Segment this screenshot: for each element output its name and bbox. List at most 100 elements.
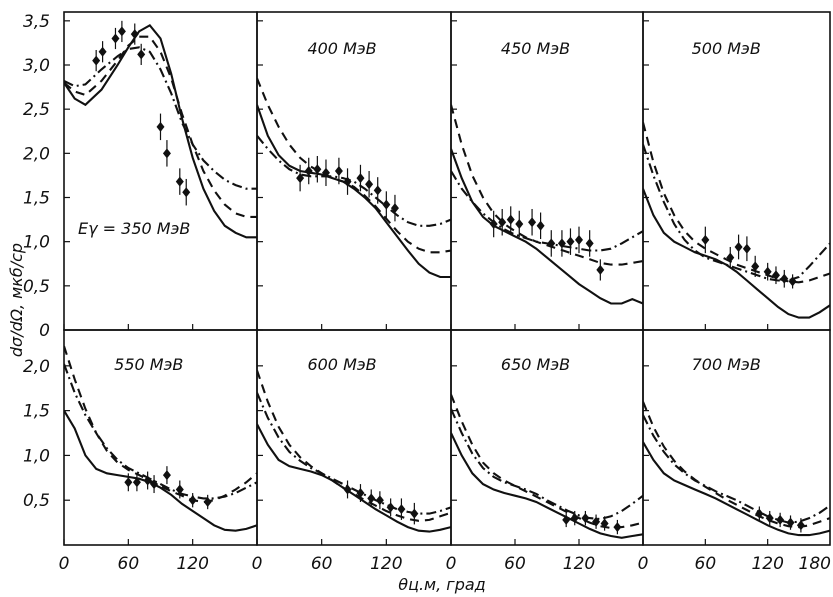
panel-1-point-8 [373, 185, 382, 196]
panel-0-point-5 [137, 49, 146, 60]
panel-0: Eγ = 350 МэВ [63, 11, 258, 331]
panel-0-point-2 [111, 33, 120, 44]
panel-0-point-6 [156, 121, 165, 132]
panel-label-4: 550 МэВ [114, 355, 183, 374]
xtick-label-10: 60 [695, 554, 717, 574]
ytick-label-top-4: 2,0 [23, 144, 50, 164]
panel-7-point-1 [765, 513, 774, 524]
panel-2-point-10 [585, 238, 594, 249]
panel-1-curve-solid [257, 104, 451, 279]
panel-6-point-5 [613, 522, 622, 533]
panel-4-point-0 [124, 477, 133, 488]
ytick-label-top-2: 1,0 [23, 233, 50, 253]
x-axis-tick-labels: 0 60 120 0 60 120 0 60 120 0 60 120 180 [59, 554, 831, 574]
panel-4-point-6 [188, 495, 197, 506]
panel-0-point-0 [92, 55, 101, 66]
panel-0-point-9 [182, 187, 191, 198]
panel-2-curves [451, 104, 643, 305]
panel-4-point-5 [175, 484, 184, 495]
panel-1-curve-dash-dot [257, 135, 451, 227]
panel-2-point-4 [528, 217, 537, 228]
panel-4-point-2 [143, 475, 152, 486]
panel-2-point-11 [596, 264, 605, 275]
panel-2-point-3 [515, 219, 524, 229]
ytick-label-top-3: 1,5 [23, 189, 50, 209]
ytick-label-top-6: 3,0 [23, 56, 50, 76]
panel-3-point-7 [780, 273, 789, 284]
panel-0-curves [64, 23, 257, 239]
panel-0-curve-dash-dot [64, 46, 257, 190]
panel-4-curves [64, 345, 257, 532]
panel-1: 400 МэВ [256, 11, 452, 331]
panel-1-point-3 [321, 167, 330, 178]
panel-4: 550 МэВ [63, 329, 258, 546]
panel-1-curves [257, 77, 451, 279]
panel-6-point-4 [600, 518, 609, 529]
panel-label-1: 400 МэВ [307, 39, 376, 58]
ytick-label-bottom-1: 1,0 [23, 446, 50, 466]
panel-label-0: Eγ = 350 МэВ [78, 219, 190, 238]
panel-2-curve-solid [451, 148, 643, 305]
panel-0-point-1 [98, 46, 107, 57]
panel-frame-7 [642, 329, 831, 546]
panel-5-point-1 [356, 488, 365, 499]
panel-6-curve-dash-dot [451, 408, 643, 521]
ytick-label-bottom-3: 2,0 [23, 357, 50, 377]
panel-0-curve-dashed [64, 35, 257, 218]
panel-6: 650 МэВ [450, 329, 644, 546]
xtick-label-3: 0 [252, 554, 263, 574]
xtick-label-11: 120 [751, 554, 783, 574]
panel-label-2: 450 МэВ [501, 39, 570, 58]
panel-4-curve-dash-dot [64, 363, 257, 500]
panel-3-point-3 [742, 243, 751, 254]
xtick-label-0: 0 [59, 554, 70, 574]
panel-3-point-4 [751, 261, 760, 272]
y-axis-title: dσ/dΩ, мкб/ср [7, 243, 26, 357]
panel-3-point-8 [788, 276, 797, 287]
panel-frame-1 [256, 11, 452, 331]
panel-7-point-0 [755, 508, 764, 519]
panel-7-curves [643, 401, 830, 537]
panel-6-curve-dashed [451, 394, 643, 530]
panel-4-curve-solid [64, 410, 257, 532]
panel-2-point-9 [575, 234, 583, 245]
panel-label-6: 650 МэВ [501, 355, 570, 374]
panel-6-point-3 [592, 516, 601, 527]
ytick-label-top-1: 0,5 [23, 277, 50, 297]
panel-3: 500 МэВ [642, 11, 831, 331]
panel-5-curves [257, 369, 451, 533]
panel-label-7: 700 МэВ [692, 355, 761, 374]
panel-6-point-0 [562, 514, 571, 525]
panel-3-curve-solid [643, 188, 830, 319]
panel-2-point-6 [547, 238, 556, 249]
panel-4-point-7 [203, 497, 212, 507]
panel-7-curve-dash-dot [643, 414, 830, 524]
panel-2-point-1 [498, 217, 507, 228]
panels-group: Eγ = 350 МэВ 400 МэВ 450 МэВ 500 МэВ 550 МэВ… [63, 11, 831, 546]
xtick-label-5: 120 [370, 554, 402, 574]
panel-5-point-3 [375, 495, 384, 506]
panel-6-point-1 [570, 513, 579, 524]
y-axis-tick-labels: 0 0,5 1,0 1,5 2,0 2,5 3,0 3,5 0,5 1,0 1,5 2,0 [23, 12, 50, 511]
xtick-label-4: 60 [311, 554, 333, 574]
panel-3-point-2 [734, 241, 743, 252]
panel-0-point-4 [130, 29, 139, 40]
panel-3-curve-dash-dot [643, 144, 830, 282]
panel-4-point-1 [132, 477, 141, 488]
panel-3-point-1 [726, 252, 735, 263]
panel-5-curve-solid [257, 423, 451, 533]
panel-1-curve-dashed [257, 77, 451, 254]
xtick-label-1: 60 [118, 554, 140, 574]
panel-6-point-2 [581, 513, 590, 524]
panel-0-point-8 [175, 176, 184, 187]
panel-2: 450 МэВ [450, 11, 644, 331]
panel-3-curves [643, 122, 830, 319]
panel-0-point-3 [117, 26, 126, 37]
panel-1-point-9 [382, 199, 391, 210]
panel-5-curve-dash-dot [257, 392, 451, 515]
panel-5-point-4 [386, 502, 395, 513]
xtick-label-2: 120 [176, 554, 208, 574]
x-axis-title: θц.м, град [398, 575, 485, 594]
xtick-label-8: 120 [563, 554, 595, 574]
panel-5-point-2 [367, 493, 376, 504]
